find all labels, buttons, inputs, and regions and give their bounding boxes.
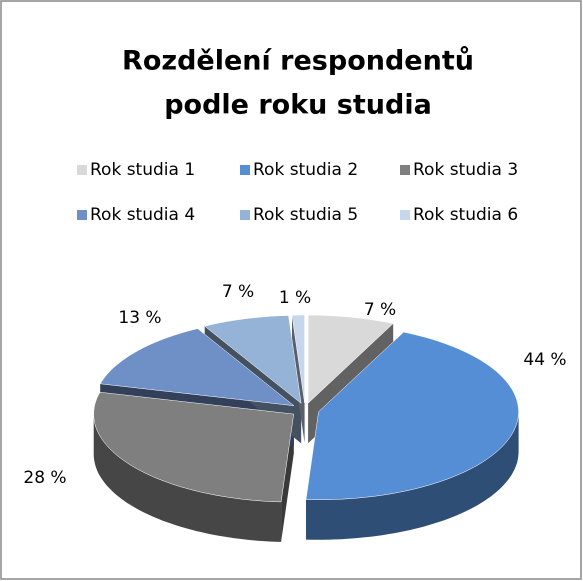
legend-label: Rok studia 5 (253, 205, 358, 225)
slice (307, 314, 394, 404)
slice (305, 331, 519, 500)
data-label: 1 % (279, 288, 311, 308)
data-label: 13 % (118, 308, 161, 328)
slice (204, 315, 302, 404)
legend-swatch (240, 165, 250, 175)
legend-label: Rok studia 4 (90, 205, 195, 225)
legend-label: Rok studia 2 (253, 160, 358, 180)
legend-swatch (77, 210, 87, 220)
legend-label: Rok studia 6 (413, 205, 518, 225)
chart-title: Rozdělení respondentů (122, 46, 474, 77)
slice (291, 314, 305, 404)
legend-label: Rok studia 1 (90, 160, 195, 180)
chart-title: podle roku studia (164, 90, 432, 121)
legend-swatch (240, 210, 250, 220)
data-label: 28 % (23, 468, 66, 488)
legend-swatch (77, 165, 87, 175)
legend-label: Rok studia 3 (413, 160, 518, 180)
slice (99, 328, 295, 407)
slice (93, 391, 294, 503)
data-label: 44 % (523, 350, 566, 370)
legend-swatch (400, 210, 410, 220)
data-label: 7 % (364, 300, 396, 320)
slice-wall (306, 411, 519, 540)
slice-side (292, 315, 305, 443)
slice-wall (93, 414, 282, 542)
data-label: 7 % (222, 282, 254, 302)
legend-swatch (400, 165, 410, 175)
